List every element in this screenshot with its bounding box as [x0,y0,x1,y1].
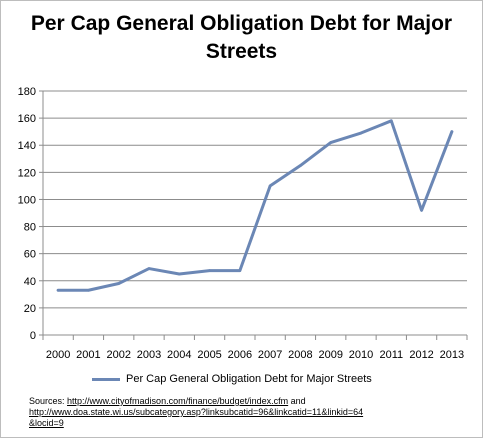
data-point [299,164,302,167]
x-tick-label: 2002 [106,349,130,361]
x-tick-label: 2009 [318,349,342,361]
source-link-doa[interactable]: http://www.doa.state.wi.us/subcategory.a… [29,407,364,417]
data-point [147,267,151,270]
y-tick-label: 120 [18,167,36,179]
x-tick-label: 2012 [409,349,433,361]
data-point [420,208,423,212]
data-point [208,269,211,272]
sources-and: and [288,396,306,406]
sources-note: Sources: http://www.cityofmadison.com/fi… [29,396,469,429]
y-tick-label: 0 [30,330,36,342]
y-tick-label: 100 [18,194,36,206]
x-tick-label: 2004 [167,349,191,361]
sources-prefix: Sources: [29,396,68,406]
y-tick-label: 60 [24,249,36,261]
y-tick-label: 140 [18,140,36,152]
legend-label: Per Cap General Obligation Debt for Majo… [126,373,372,385]
x-tick-label: 2008 [288,349,312,361]
series-line [56,119,454,292]
y-tick-label: 180 [18,86,36,98]
chart-title-text: Per Cap General Obligation Debt for Majo… [30,12,453,63]
legend-swatch [92,377,120,381]
x-tick-label: 2005 [197,349,221,361]
data-point [56,288,60,292]
y-tick-label: 40 [24,276,36,288]
x-tick-label: 2003 [137,349,161,361]
y-tick-label: 20 [24,303,36,315]
data-point [117,282,121,285]
x-tick-label: 2000 [46,349,70,361]
chart-title: Per Cap General Obligation Debt for Majo… [0,10,483,66]
x-tick-label: 2007 [258,349,282,361]
source-link-doa-cont[interactable]: &locid=9 [29,418,64,428]
legend: Per Cap General Obligation Debt for Majo… [92,370,372,388]
x-tick-label: 2011 [379,349,403,361]
x-tick-label: 2006 [228,349,252,361]
x-tick-label: 2001 [76,349,100,361]
data-point [450,130,454,133]
source-link-madison[interactable]: http://www.cityofmadison.com/finance/bud… [67,396,289,406]
data-point [389,119,393,123]
data-point [177,272,181,276]
x-tick-label: 2010 [349,349,373,361]
data-point [329,141,333,144]
data-point [87,288,90,292]
y-tick-label: 160 [18,113,36,125]
x-tick-label: 2013 [440,349,464,361]
data-point [359,131,363,135]
data-point [238,269,242,272]
data-point [268,184,272,188]
y-tick-label: 80 [24,222,36,234]
